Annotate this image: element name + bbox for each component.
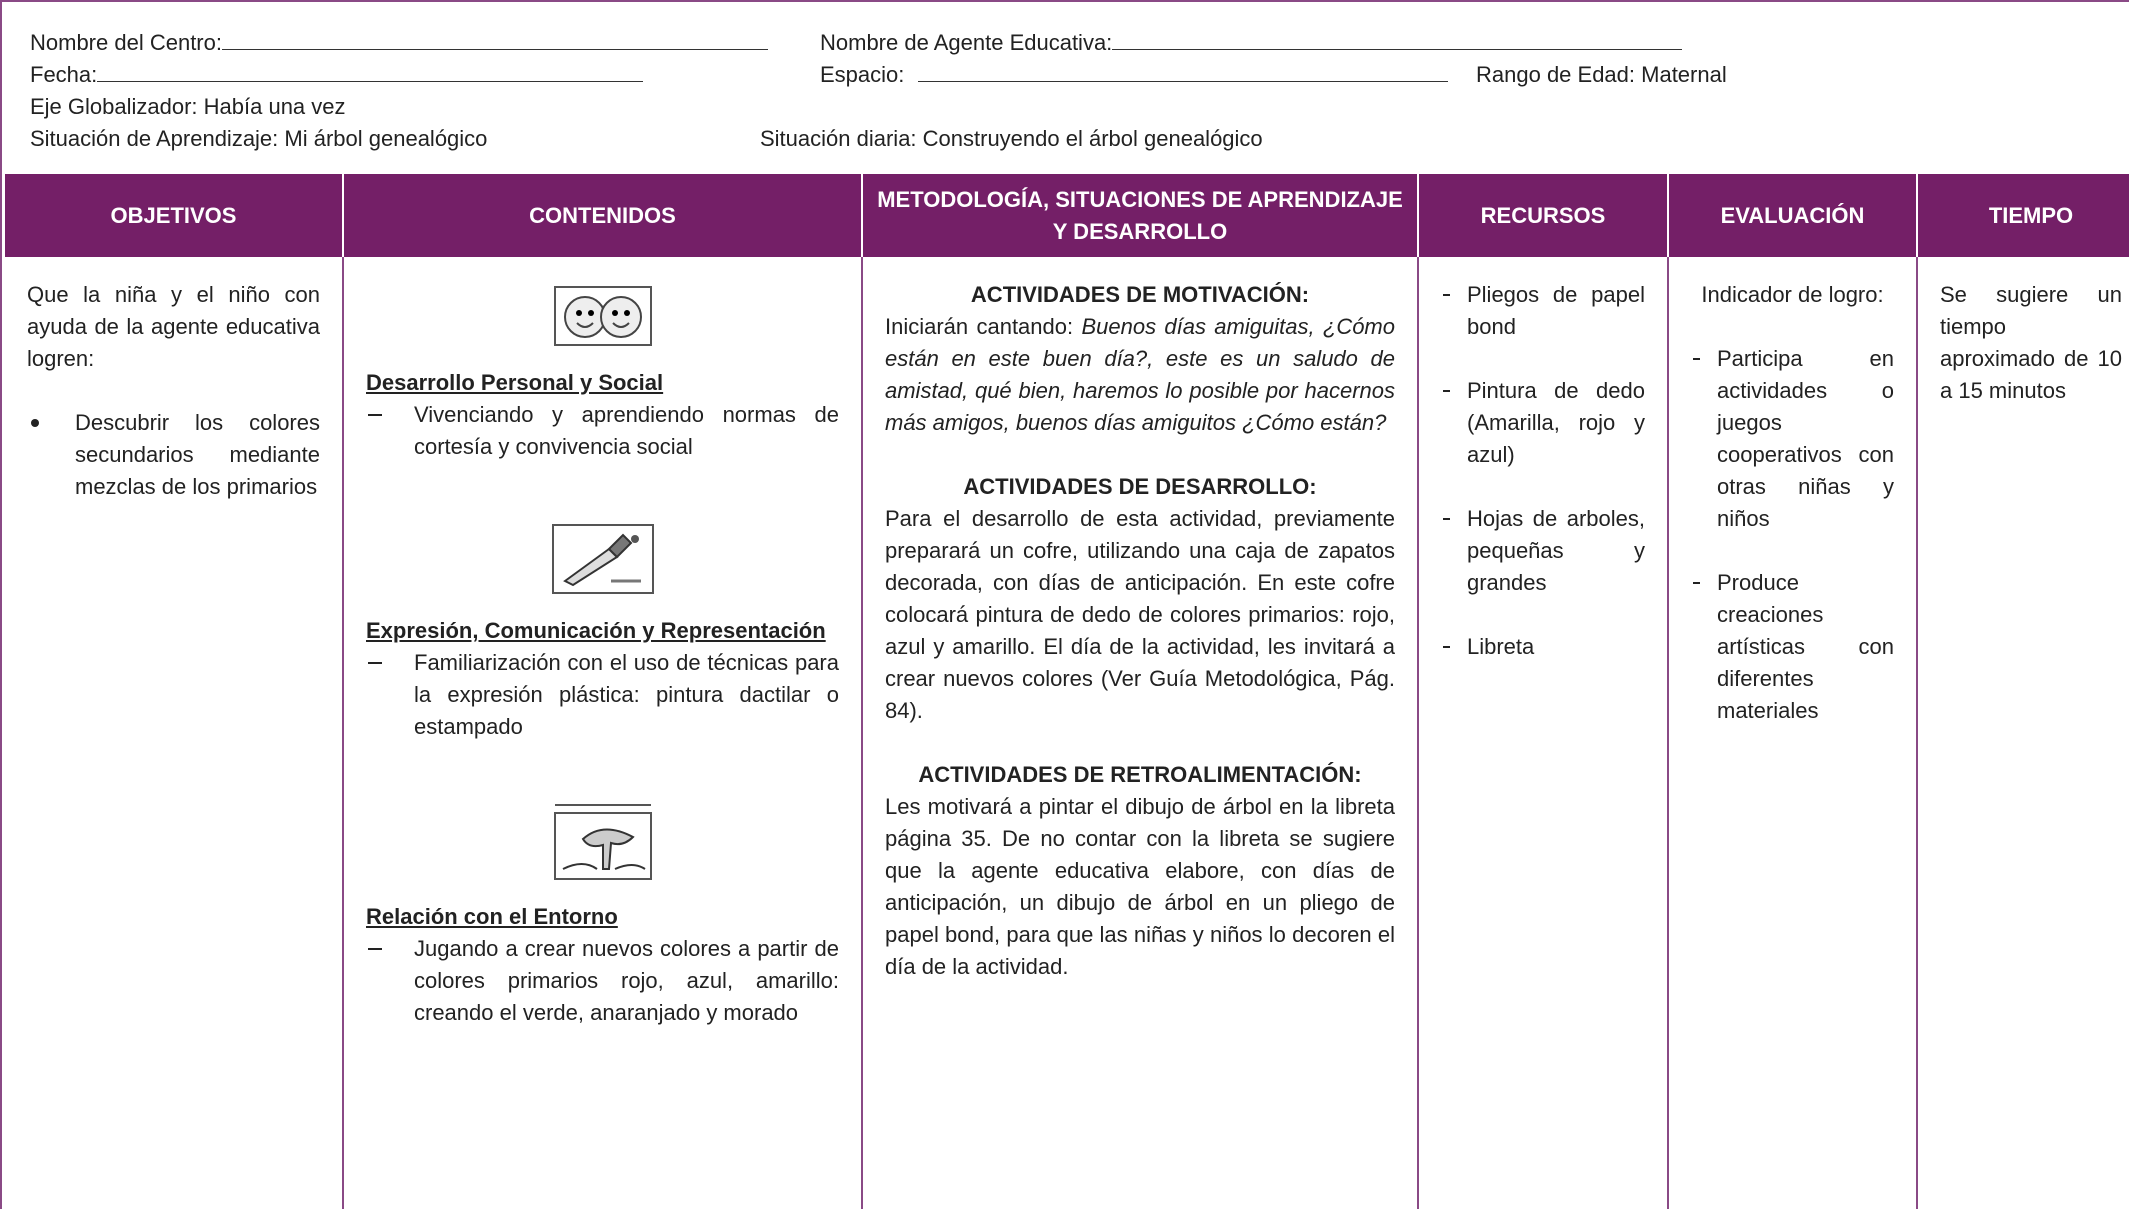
section-title: Expresión, Comunicación y Representación bbox=[366, 618, 826, 643]
icon-brush bbox=[551, 524, 654, 594]
list-item: Pliegos de papel bond bbox=[1441, 279, 1645, 343]
list: Vivenciando y aprendiendo normas de cort… bbox=[366, 399, 839, 463]
recursos-cell: Pliegos de papel bond Pintura de dedo (Am… bbox=[1418, 257, 1669, 1209]
planning-table: OBJETIVOS CONTENIDOS METODOLOGÍA, SITUACIO… bbox=[5, 174, 2129, 1209]
header-field: Fecha: bbox=[30, 62, 644, 88]
icon-tree bbox=[553, 804, 652, 880]
icon-faces bbox=[553, 286, 652, 346]
header-field: Espacio: bbox=[820, 62, 1449, 88]
content-section: Relación con el Entorno Jugando a crear n… bbox=[366, 803, 839, 1029]
list: Pliegos de papel bond Pintura de dedo (Am… bbox=[1441, 279, 1645, 663]
list-item: Familiarización con el uso de técnicas p… bbox=[366, 647, 839, 743]
header-field: Situación diaria: Construyendo el árbol … bbox=[760, 126, 1263, 151]
blank-line bbox=[221, 31, 768, 50]
header-field: Situación de Aprendizaje: Mi árbol genea… bbox=[30, 126, 488, 151]
song: Buenos días amiguitas, ¿Cómo están en es… bbox=[885, 314, 1395, 435]
header-field: Rango de Edad: Maternal bbox=[1476, 62, 1727, 87]
objetivos-cell: Que la niña y el niño con ayuda de la ag… bbox=[5, 257, 344, 1209]
list-item: Jugando a crear nuevos colores a partir … bbox=[366, 933, 839, 1029]
section-title: Relación con el Entorno bbox=[366, 904, 618, 929]
evaluacion-cell: Indicador de logro: Participa en activid… bbox=[1668, 257, 1918, 1209]
list-item: Vivenciando y aprendiendo normas de cort… bbox=[366, 399, 839, 463]
metodologia-cell: ACTIVIDADES DE MOTIVACIÓN: Iniciarán can… bbox=[862, 257, 1419, 1209]
section-title: ACTIVIDADES DE MOTIVACIÓN: bbox=[970, 282, 1310, 307]
list-item: Hojas de arboles, pequeñas y grandes bbox=[1441, 503, 1645, 599]
section-title: ACTIVIDADES DE RETROALIMENTACIÓN: bbox=[918, 762, 1362, 787]
section-title: Desarrollo Personal y Social bbox=[366, 370, 664, 395]
column-header: METODOLOGÍA, SITUACIONES DE APRENDIZAJE … bbox=[862, 174, 1419, 257]
list: Jugando a crear nuevos colores a partir … bbox=[366, 933, 839, 1029]
header-field: Nombre del Centro: bbox=[30, 30, 768, 56]
body-row: Que la niña y el niño con ayuda de la ag… bbox=[5, 257, 2129, 1209]
title: Indicador de logro: bbox=[1701, 282, 1884, 307]
header-field: Eje Globalizador: Había una vez bbox=[30, 94, 346, 119]
column-header: TIEMPO bbox=[1917, 174, 2129, 257]
list: Participa en actividades o juegos cooper… bbox=[1691, 343, 1894, 727]
column-header: OBJETIVOS bbox=[5, 174, 344, 257]
content-section: Expresión, Comunicación y Representación… bbox=[366, 523, 839, 743]
content-section: Desarrollo Personal y Social Vivenciando … bbox=[366, 285, 839, 463]
text: Iniciarán cantando: bbox=[885, 314, 1074, 339]
header-row: OBJETIVOS CONTENIDOS METODOLOGÍA, SITUACIO… bbox=[5, 174, 2129, 257]
list: Familiarización con el uso de técnicas p… bbox=[366, 647, 839, 743]
blank-line bbox=[918, 63, 1449, 82]
list-item: Pintura de dedo (Amarilla, rojo y azul) bbox=[1441, 375, 1645, 471]
list-item: Participa en actividades o juegos cooper… bbox=[1691, 343, 1894, 535]
list-item: Libreta bbox=[1441, 631, 1645, 663]
paragraph: Les motivará a pintar el dibujo de árbol… bbox=[885, 794, 1395, 979]
label: Fecha: bbox=[30, 62, 98, 87]
section-title: ACTIVIDADES DE DESARROLLO: bbox=[963, 474, 1317, 499]
column-header: EVALUACIÓN bbox=[1668, 174, 1918, 257]
contenidos-cell: Desarrollo Personal y Social Vivenciando … bbox=[343, 257, 863, 1209]
text: Se sugiere un tiempo aproximado de 10 a … bbox=[1940, 282, 2122, 403]
tiempo-cell: Se sugiere un tiempo aproximado de 10 a … bbox=[1917, 257, 2129, 1209]
column-header: CONTENIDOS bbox=[343, 174, 863, 257]
intro: Que la niña y el niño con ayuda de la ag… bbox=[27, 282, 320, 371]
paragraph: Para el desarrollo de esta actividad, pr… bbox=[885, 506, 1395, 723]
label: Nombre de Agente Educativa: bbox=[820, 30, 1113, 55]
label: Espacio: bbox=[820, 62, 905, 87]
paragraph: Iniciarán cantando: Buenos días amiguita… bbox=[885, 311, 1395, 439]
list: Descubrir los colores secundarios median… bbox=[27, 407, 320, 503]
list-item: Produce creaciones artísticas con difere… bbox=[1691, 567, 1894, 727]
list-item: Descubrir los colores secundarios median… bbox=[27, 407, 320, 503]
column-header: RECURSOS bbox=[1418, 174, 1669, 257]
header-field: Nombre de Agente Educativa: bbox=[820, 30, 1683, 56]
blank-line bbox=[1112, 31, 1683, 50]
label: Nombre del Centro: bbox=[30, 30, 222, 55]
blank-line bbox=[97, 63, 644, 82]
